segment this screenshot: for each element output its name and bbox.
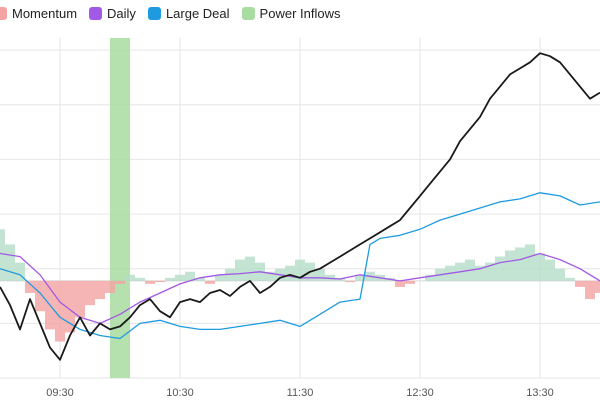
momentum-bar-58 xyxy=(575,280,585,287)
momentum-bar-43 xyxy=(425,274,435,281)
legend-item-power-inflows[interactable]: Power Inflows xyxy=(241,5,341,21)
momentum-bar-3 xyxy=(25,280,35,293)
legend-swatch-daily xyxy=(89,6,103,20)
momentum-bar-50 xyxy=(495,256,505,281)
x-tick-label: 12:30 xyxy=(406,387,434,399)
momentum-bar-11 xyxy=(105,280,115,293)
momentum-bar-22 xyxy=(215,274,225,281)
momentum-bar-0 xyxy=(0,229,5,281)
momentum-bar-25 xyxy=(245,256,255,281)
momentum-bar-20 xyxy=(195,277,205,281)
momentum-bar-54 xyxy=(535,253,545,281)
momentum-bar-49 xyxy=(485,262,495,281)
momentum-bar-56 xyxy=(555,268,565,281)
momentum-bar-52 xyxy=(515,247,525,281)
momentum-bar-35 xyxy=(345,280,355,283)
momentum-bar-7 xyxy=(65,280,75,333)
legend-item-momentum[interactable]: Momentum xyxy=(0,6,77,21)
legend-swatch-momentum xyxy=(0,6,7,20)
momentum-bar-9 xyxy=(85,280,95,306)
momentum-bar-13 xyxy=(125,274,135,281)
momentum-bar-48 xyxy=(475,265,485,281)
momentum-bar-21 xyxy=(205,280,215,284)
x-axis-ticks: 09:30 10:30 11:30 12:30 13:30 xyxy=(46,387,554,399)
legend-label-power-inflows: Power Inflows xyxy=(259,5,341,21)
momentum-bar-60 xyxy=(595,280,600,293)
momentum-bar-17 xyxy=(165,277,175,281)
x-tick-label: 13:30 xyxy=(526,387,554,399)
momentum-bar-12 xyxy=(115,280,125,284)
legend-item-large-deal[interactable]: Large Deal xyxy=(147,5,230,21)
momentum-bar-36 xyxy=(355,274,365,281)
momentum-bar-53 xyxy=(525,244,535,281)
series-line-large-deal xyxy=(0,192,600,340)
momentum-bar-15 xyxy=(145,280,155,284)
legend-label-large-deal: Large Deal xyxy=(165,5,230,21)
momentum-bar-8 xyxy=(75,280,85,318)
legend-label-momentum: Momentum xyxy=(12,5,78,21)
momentum-bar-51 xyxy=(505,250,515,281)
momentum-bar-18 xyxy=(175,274,185,281)
momentum-bar-55 xyxy=(545,259,555,281)
legend-label-daily: Daily xyxy=(107,5,136,21)
momentum-bar-29 xyxy=(285,265,295,281)
series-lines xyxy=(0,52,600,361)
momentum-bar-1 xyxy=(5,244,15,281)
legend-swatch-power-inflows xyxy=(241,6,255,20)
momentum-bar-40 xyxy=(395,280,405,287)
momentum-bar-6 xyxy=(55,280,65,342)
momentum-bar-2 xyxy=(15,262,25,281)
momentum-bar-19 xyxy=(185,271,195,281)
momentum-bar-14 xyxy=(135,277,145,281)
series-line-price xyxy=(0,52,600,361)
x-tick-label: 11:30 xyxy=(287,387,314,399)
legend-swatch-large-deal xyxy=(147,6,161,20)
x-tick-label: 09:30 xyxy=(46,387,74,399)
momentum-bar-24 xyxy=(235,259,245,281)
momentum-bar-10 xyxy=(95,280,105,300)
x-tick-label: 10:30 xyxy=(166,387,194,399)
legend-item-daily[interactable]: Daily xyxy=(89,6,136,21)
momentum-bar-41 xyxy=(405,280,415,284)
momentum-bar-30 xyxy=(295,259,305,281)
chart-legend: Momentum Daily Large Deal Power Inflows xyxy=(0,4,352,22)
momentum-bar-57 xyxy=(565,277,575,281)
momentum-bar-32 xyxy=(315,268,325,281)
momentum-bar-16 xyxy=(155,280,165,283)
momentum-bar-27 xyxy=(265,271,275,281)
momentum-bar-59 xyxy=(585,280,595,300)
momentum-bar-4 xyxy=(35,280,45,312)
